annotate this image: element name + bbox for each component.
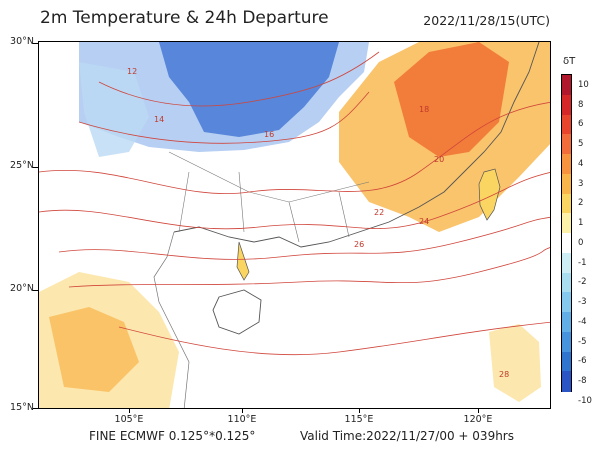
contour-label: 24 [419, 217, 429, 226]
lon-label-120e: 120°E [463, 414, 493, 425]
lon-label-110e: 110°E [227, 414, 257, 425]
colorbar-swatch [562, 94, 571, 115]
colorbar-label: 5 [578, 139, 584, 150]
colorbar-label: 4 [578, 158, 584, 169]
colorbar-swatch [562, 233, 571, 254]
colorbar-title: δT [563, 56, 576, 67]
lon-label-115e: 115°E [344, 414, 374, 425]
colorbar-swatch [562, 292, 571, 313]
colorbar-label: -3 [578, 297, 587, 308]
colorbar-label: -10 [578, 395, 592, 406]
isotherms [39, 51, 550, 356]
warm-anomaly-southwest-inner [49, 307, 139, 392]
forecast-datetime: 2022/11/28/15(UTC) [423, 13, 550, 28]
colorbar-swatch [562, 272, 571, 293]
colorbar-swatch [562, 75, 571, 96]
strong-cold-anomaly-region [159, 42, 339, 137]
contour-label: 26 [354, 240, 364, 249]
colorbar-swatch [562, 193, 571, 214]
lon-label-105e: 105°E [114, 414, 144, 425]
province-borders [168, 151, 370, 243]
lat-label-20n: 20°N [10, 283, 34, 294]
colorbar-label: -5 [578, 336, 587, 347]
hainan-island [212, 289, 262, 335]
colorbar-swatch [562, 331, 571, 352]
colorbar-swatch [562, 351, 571, 372]
lat-label-15n: 15°N [10, 402, 34, 413]
contour-label: 12 [127, 67, 137, 76]
contour-label: 16 [264, 130, 274, 139]
valid-time: Valid Time:2022/11/27/00 + 039hrs [300, 429, 514, 443]
contour-label: 22 [374, 208, 384, 217]
lat-label-25n: 25°N [10, 160, 34, 171]
colorbar-label: 3 [578, 178, 584, 189]
contour-label: 18 [419, 105, 429, 114]
contour-label: 14 [154, 115, 164, 124]
colorbar-label: 6 [578, 119, 584, 130]
colorbar-swatch [562, 134, 571, 155]
vietnam-coastline [153, 231, 190, 408]
colorbar-label: 2 [578, 198, 584, 209]
colorbar-label: 8 [578, 99, 584, 110]
leizhou-peninsula [236, 241, 250, 281]
colorbar-swatch [562, 173, 571, 194]
colorbar-label: -2 [578, 277, 587, 288]
colorbar-label: -6 [578, 356, 587, 367]
lat-label-30n: 30°N [10, 36, 34, 47]
contour-label: 28 [499, 370, 509, 379]
china-coastline [173, 42, 540, 248]
cold-anomaly-west [79, 62, 149, 157]
colorbar-swatch [562, 213, 571, 234]
chart-title: 2m Temperature & 24h Departure [40, 8, 329, 28]
luzon-warm [489, 324, 541, 402]
colorbar-label: -4 [578, 316, 587, 327]
colorbar-label: 1 [578, 218, 584, 229]
colorbar-swatch [562, 114, 571, 135]
colorbar-label: 0 [578, 237, 584, 248]
colorbar-swatch [562, 312, 571, 333]
contour-label: 20 [434, 155, 444, 164]
temperature-map: 12 14 16 18 20 22 24 26 28 [38, 41, 551, 409]
colorbar-swatch [562, 371, 571, 392]
colorbar-swatch [562, 252, 571, 273]
colorbar-swatch [562, 154, 571, 175]
colorbar-label: -1 [578, 257, 587, 268]
colorbar [561, 74, 572, 392]
colorbar-label: 10 [578, 79, 589, 90]
colorbar-label: -8 [578, 376, 587, 387]
model-resolution: FINE ECMWF 0.125°*0.125° [89, 429, 256, 443]
taiwan-island [478, 168, 501, 221]
